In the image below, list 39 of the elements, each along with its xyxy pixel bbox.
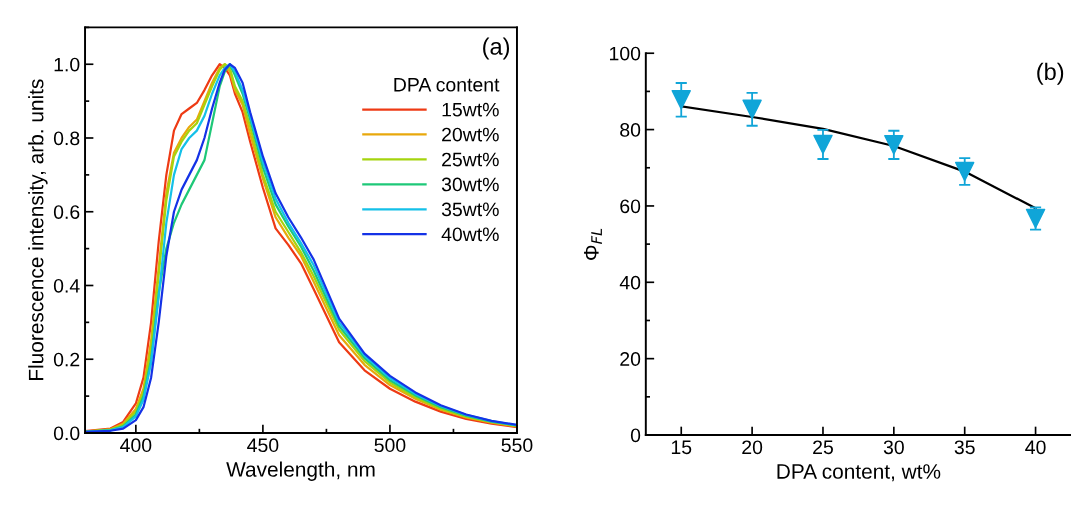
x-tick-label: 500 [374, 438, 406, 453]
y-tick-label: 40 [619, 275, 641, 290]
x-axis-title: Wavelength, nm [226, 461, 375, 481]
x-tick-label: 20 [742, 440, 763, 455]
y-tick-label: 1.0 [54, 57, 80, 72]
legend-label: 35wt% [441, 202, 499, 217]
y-tick-label: 0.6 [53, 205, 80, 219]
point [884, 135, 904, 155]
y-tick-label: 0 [630, 428, 641, 443]
x-tick-label: 15 [671, 440, 692, 455]
x-tick-label: 35 [954, 440, 975, 455]
y-tick-label: 0.8 [53, 131, 80, 146]
legend-label: 15wt% [442, 102, 499, 117]
y-tick-label: 0.2 [53, 352, 80, 367]
point [813, 134, 833, 155]
legend-label: 40wt% [441, 227, 499, 242]
point [671, 90, 691, 110]
legend-label: 30wt% [441, 177, 499, 192]
y-tick-label: 60 [620, 199, 641, 214]
x-tick-label: 30 [883, 440, 904, 455]
y-axis-title: Φ$_{FL}$ [584, 228, 602, 260]
annotation: (b) [1037, 62, 1064, 85]
x-tick-label: 450 [247, 438, 279, 453]
point [742, 99, 762, 120]
y-tick-label: 0.4 [53, 278, 80, 293]
annotation: (a) [483, 37, 510, 60]
y-tick-label: 20 [620, 352, 641, 366]
x-tick-label: 550 [501, 438, 533, 453]
x-tick-label: 40 [1025, 440, 1046, 455]
y-tick-label: 80 [620, 123, 641, 137]
x-tick-label: 400 [120, 438, 152, 453]
legend-label: 25wt% [442, 152, 499, 167]
y-tick-label: 100 [610, 46, 641, 61]
x-tick-label: 25 [813, 440, 833, 455]
y-axis-title: Fluorescence intensity, arb. units [28, 79, 48, 380]
legend-label: 20wt% [442, 127, 499, 142]
y-tick-label: 0.0 [53, 426, 80, 441]
x-axis-title: DPA content, wt% [777, 464, 941, 482]
legend-title: DPA content [394, 78, 500, 92]
